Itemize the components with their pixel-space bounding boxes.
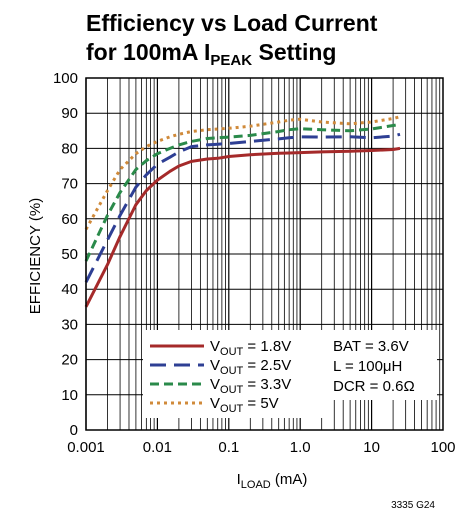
x-tick-label: 100 xyxy=(430,439,455,456)
y-tick-label: 60 xyxy=(61,211,78,228)
y-tick-label: 40 xyxy=(61,281,78,298)
y-tick-label: 30 xyxy=(61,316,78,333)
y-axis-label: EFFICIENCY (%) xyxy=(27,198,44,314)
legend-label: VOUT = 2.5V xyxy=(210,357,291,377)
y-tick-label: 100 xyxy=(53,70,78,87)
y-tick-label: 0 xyxy=(70,422,78,439)
series-line-2 xyxy=(84,132,401,283)
y-tick-label: 90 xyxy=(61,105,78,122)
x-tick-label: 1.0 xyxy=(290,439,311,456)
x-tick-label: 0.001 xyxy=(67,439,105,456)
x-tick-label: 0.01 xyxy=(143,439,172,456)
legend-label: VOUT = 5V xyxy=(210,395,279,415)
y-tick-label: 10 xyxy=(61,387,78,404)
chart-title-line1: Efficiency vs Load Current xyxy=(86,10,378,36)
condition-label: L = 100μH xyxy=(333,358,402,375)
x-tick-label: 10 xyxy=(363,439,380,456)
series-line-4 xyxy=(84,115,401,231)
condition-label: DCR = 0.6Ω xyxy=(333,378,415,395)
y-tick-label: 70 xyxy=(61,176,78,193)
plot-frame xyxy=(85,77,444,431)
figure-id: 3335 G24 xyxy=(391,500,435,511)
y-tick-label: 80 xyxy=(61,140,78,157)
chart-title-line2: for 100mA IPEAK Setting xyxy=(86,39,336,69)
series-lines xyxy=(84,115,401,308)
x-tick-label: 0.1 xyxy=(218,439,239,456)
tick-labels: 0 10 20 30 40 50 60 70 80 90 100 0.001 0.01 0.1 1.0 10 1… xyxy=(53,70,456,456)
conditions-box: BAT = 3.6V L = 100μH DCR = 0.6Ω xyxy=(325,330,437,400)
condition-label: BAT = 3.6V xyxy=(333,338,409,355)
y-tick-label: 20 xyxy=(61,352,78,369)
conditions-background xyxy=(325,330,437,400)
legend-label: VOUT = 3.3V xyxy=(210,376,291,396)
series-line-1 xyxy=(84,146,401,308)
y-tick-label: 50 xyxy=(61,246,78,263)
legend-label: VOUT = 1.8V xyxy=(210,338,291,358)
x-axis-label: ILOAD (mA) xyxy=(237,471,308,491)
